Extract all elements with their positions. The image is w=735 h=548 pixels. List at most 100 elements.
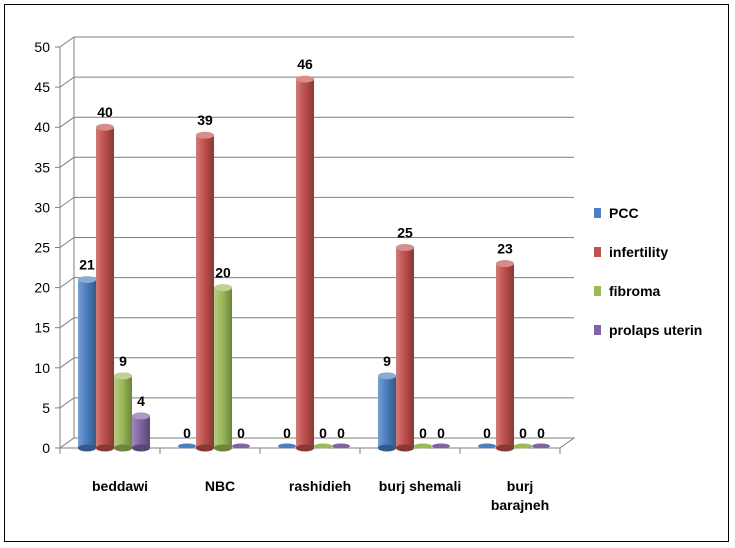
y-tick-label: 50 <box>34 39 50 55</box>
data-label: 9 <box>383 353 391 369</box>
bar-infertility-NBC <box>196 131 214 452</box>
data-label: 4 <box>137 393 145 409</box>
bar-PCC-NBC <box>178 443 196 449</box>
gridline-depth <box>59 317 75 329</box>
bar-top <box>114 372 132 380</box>
bar-top <box>396 244 414 251</box>
gridline-depth <box>59 156 75 168</box>
gridline-depth <box>59 116 75 128</box>
legend-item-infertility: infertility <box>594 244 668 260</box>
data-label: 0 <box>237 425 245 441</box>
bar-PCC-burj-barajneh <box>478 443 496 449</box>
bar-top <box>378 372 396 380</box>
gridline-depth <box>59 76 75 88</box>
data-label: 9 <box>119 353 127 369</box>
bar-fibroma-rashidieh <box>314 443 332 449</box>
bar-prolaps-uterin-beddawi <box>132 412 150 452</box>
gridline-depth <box>59 36 75 48</box>
gridline-depth <box>59 196 75 208</box>
chart-frame <box>4 4 729 542</box>
data-label: 20 <box>215 265 231 281</box>
bar-prolaps-uterin-burj-shemali <box>432 443 450 449</box>
data-label: 46 <box>297 56 313 72</box>
bar-zero-disc <box>314 443 332 449</box>
legend-swatch <box>594 286 601 296</box>
data-label: 0 <box>319 425 327 441</box>
bar-infertility-rashidieh <box>296 75 314 452</box>
data-label: 0 <box>183 425 191 441</box>
data-label: 0 <box>283 425 291 441</box>
data-label: 0 <box>437 425 445 441</box>
bar-body <box>132 415 150 448</box>
bar-top <box>496 260 514 268</box>
bar-fibroma-burj-shemali <box>414 443 432 449</box>
bar-fibroma-NBC <box>214 284 232 452</box>
data-label: 39 <box>197 112 213 128</box>
bar-prolaps-uterin-NBC <box>232 443 250 449</box>
legend-swatch <box>594 325 601 335</box>
bar-body <box>296 79 314 448</box>
x-tick-label: beddawi <box>92 478 148 494</box>
bar-zero-disc <box>514 443 532 449</box>
legend-item-fibroma: fibroma <box>594 283 661 299</box>
legend-label: fibroma <box>609 283 661 299</box>
bar-body <box>378 375 396 448</box>
bar-body <box>396 247 414 448</box>
bar-zero-disc <box>178 443 196 449</box>
bar-infertility-burj-barajneh <box>496 260 514 452</box>
bar-base <box>132 444 150 452</box>
bar-PCC-burj-shemali <box>378 372 396 452</box>
bar-infertility-beddawi <box>96 123 114 452</box>
legend-swatch <box>594 247 601 257</box>
bar-base <box>114 444 132 452</box>
gridline-depth <box>59 357 75 369</box>
bar-top <box>78 276 96 284</box>
y-tick-label: 35 <box>34 159 50 175</box>
bar-top <box>132 412 150 420</box>
x-tick-label: burj shemali <box>379 478 461 494</box>
bar-body <box>96 127 114 448</box>
data-label: 0 <box>337 425 345 441</box>
data-label: 23 <box>497 241 513 257</box>
bar-top <box>296 75 314 83</box>
legend-item-PCC: PCC <box>594 205 639 221</box>
gridline-depth <box>59 237 75 248</box>
bar-fibroma-burj-barajneh <box>514 443 532 449</box>
data-label: 0 <box>519 425 527 441</box>
data-label: 0 <box>483 425 491 441</box>
data-label: 40 <box>97 104 113 120</box>
bar-body <box>114 375 132 448</box>
bar-top <box>196 131 214 139</box>
bar-PCC-rashidieh <box>278 443 296 449</box>
legend-label: PCC <box>609 205 639 221</box>
y-tick-label: 0 <box>42 440 50 456</box>
data-label: 21 <box>79 257 95 273</box>
data-label: 25 <box>397 225 413 241</box>
bar-prolaps-uterin-rashidieh <box>332 443 350 449</box>
bar-zero-disc <box>414 443 432 449</box>
bar-fibroma-beddawi <box>114 372 132 452</box>
x-tick-label: burj barajneh <box>491 478 549 513</box>
bar-base <box>96 444 114 452</box>
y-tick-label: 10 <box>34 360 50 376</box>
y-tick-label: 40 <box>34 119 50 135</box>
bar-infertility-burj-shemali <box>396 244 414 452</box>
legend-label: prolaps uterin <box>609 322 702 338</box>
gridline-depth <box>59 397 75 409</box>
bar-base <box>496 444 514 452</box>
bar-base <box>196 444 214 452</box>
x-tick-label: NBC <box>205 478 235 494</box>
bar-zero-disc <box>232 443 250 449</box>
data-label: 0 <box>419 425 427 441</box>
bar-base <box>378 444 396 452</box>
bar-base <box>396 444 414 452</box>
legend-swatch <box>594 208 601 218</box>
y-tick-label: 20 <box>34 280 50 296</box>
legend-label: infertility <box>609 244 668 260</box>
bar-zero-disc <box>278 443 296 449</box>
bar-PCC-beddawi <box>78 276 96 452</box>
y-tick-label: 45 <box>34 79 50 95</box>
y-tick-label: 25 <box>34 240 50 256</box>
bar-zero-disc <box>478 443 496 449</box>
